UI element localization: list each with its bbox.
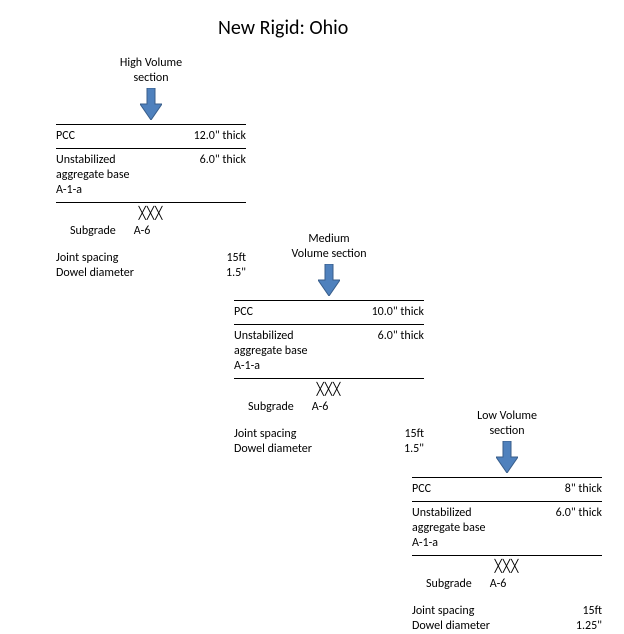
section-block-0: High Volumesection PCC 12.0" thick Unstabil… [56,56,246,281]
subgrade-label: Subgrade [248,400,294,415]
params: Joint spacing15ftDowel diameter1.5" [234,427,424,457]
param-value: 1.25" [576,619,602,634]
pcc-value: 12.0" thick [194,129,246,144]
param-row: Joint spacing15ft [234,427,424,442]
section-block-1: MediumVolume section PCC 10.0" thick Unstab… [234,232,424,457]
rule [412,555,602,556]
param-label: Dowel diameter [412,619,490,634]
rule [56,202,246,203]
hatch-icon: ╳╳╳ [56,207,246,222]
rule [412,477,602,478]
param-value: 15ft [582,604,602,619]
param-row: Dowel diameter 1.25" [412,619,602,634]
pcc-row: PCC 10.0" thick [234,305,424,320]
base-value: 6.0" thick [378,329,424,374]
base-label: Unstabilizedaggregate baseA-1-a [234,329,308,374]
base-label: Unstabilizedaggregate baseA-1-a [412,506,486,551]
param-label: Joint spacing [412,604,474,619]
section-header: Low Volumesection [412,409,602,439]
pcc-row: PCC 8" thick [412,482,602,497]
base-row: Unstabilizedaggregate baseA-1-a 6.0" thic… [56,153,246,198]
subgrade-label: Subgrade [70,224,116,239]
pcc-value: 10.0" thick [372,305,424,320]
rule [234,324,424,325]
rule [412,501,602,502]
hatch-icon: ╳╳╳ [234,383,424,398]
param-label: Dowel diameter [234,442,312,457]
base-value: 6.0" thick [200,153,246,198]
subgrade-row: Subgrade A-6 [234,398,424,415]
subgrade-value: A-6 [490,577,507,592]
subgrade-value: A-6 [312,400,329,415]
pcc-label: PCC [56,129,75,144]
params: Joint spacing15ftDowel diameter1.5" [56,251,246,281]
subgrade-row: Subgrade A-6 [56,222,246,239]
param-label: Joint spacing [56,251,118,266]
base-label: Unstabilizedaggregate baseA-1-a [56,153,130,198]
subgrade-value: A-6 [134,224,151,239]
hatch-icon: ╳╳╳ [412,560,602,575]
param-row: Dowel diameter1.5" [56,266,246,281]
rule [234,378,424,379]
section-header: High Volumesection [56,56,246,86]
section-block-2: Low Volumesection PCC 8" thick Unstabilized… [412,409,602,634]
param-label: Joint spacing [234,427,296,442]
down-arrow-icon [496,441,518,473]
subgrade-label: Subgrade [426,577,472,592]
param-row: Dowel diameter1.5" [234,442,424,457]
base-row: Unstabilizedaggregate baseA-1-a 6.0" thic… [412,506,602,551]
down-arrow-icon [140,88,162,120]
param-label: Dowel diameter [56,266,134,281]
param-row: Joint spacing 15ft [412,604,602,619]
pcc-label: PCC [412,482,431,497]
param-row: Joint spacing15ft [56,251,246,266]
base-row: Unstabilizedaggregate baseA-1-a 6.0" thic… [234,329,424,374]
params: Joint spacing 15ft Dowel diameter 1.25" [412,604,602,634]
down-arrow-icon [318,264,340,296]
pcc-value: 8" thick [565,482,602,497]
rule [56,124,246,125]
page-title: New Rigid: Ohio [218,16,348,40]
page: New Rigid: Ohio High Volumesection PCC 12.… [0,0,624,622]
pcc-label: PCC [234,305,253,320]
subgrade-row: Subgrade A-6 [412,575,602,592]
section-header: MediumVolume section [234,232,424,262]
base-value: 6.0" thick [556,506,602,551]
rule [56,148,246,149]
rule [234,300,424,301]
pcc-row: PCC 12.0" thick [56,129,246,144]
